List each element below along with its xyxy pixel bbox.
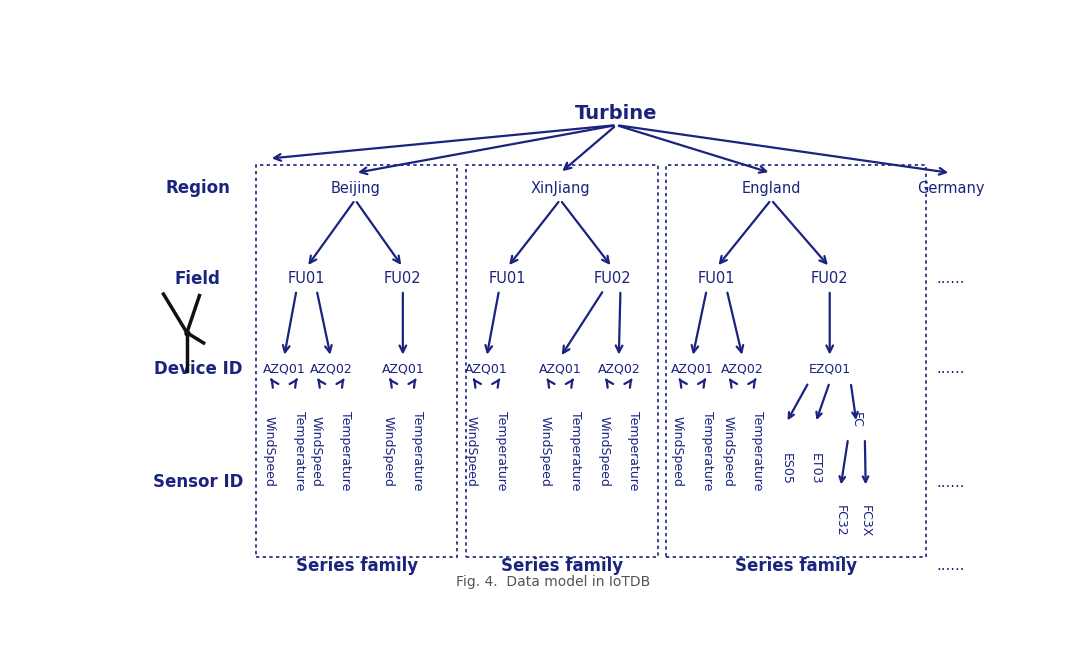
Text: FU01: FU01 — [698, 271, 735, 286]
Text: Temperature: Temperature — [293, 411, 306, 491]
Text: Temperature: Temperature — [627, 411, 640, 491]
Text: FU01: FU01 — [288, 271, 325, 286]
Text: Series family: Series family — [735, 557, 858, 575]
Text: Fig. 4.  Data model in IoTDB: Fig. 4. Data model in IoTDB — [457, 575, 650, 589]
Text: FC32: FC32 — [834, 505, 847, 537]
Text: Temperature: Temperature — [701, 411, 714, 491]
Text: ......: ...... — [936, 558, 966, 573]
Text: Turbine: Turbine — [575, 104, 658, 123]
Text: FC: FC — [850, 412, 863, 428]
Text: WindSpeed: WindSpeed — [597, 415, 610, 486]
Text: Series family: Series family — [501, 557, 623, 575]
Text: Device ID: Device ID — [153, 360, 242, 378]
Text: Sensor ID: Sensor ID — [152, 473, 243, 491]
Text: AZQ02: AZQ02 — [721, 362, 764, 375]
Text: WindSpeed: WindSpeed — [465, 415, 478, 486]
Text: EZQ01: EZQ01 — [809, 362, 851, 375]
Text: AZQ01: AZQ01 — [465, 362, 508, 375]
Text: Beijing: Beijing — [330, 181, 380, 196]
Text: England: England — [741, 181, 801, 196]
Text: WindSpeed: WindSpeed — [721, 415, 734, 486]
Text: Series family: Series family — [296, 557, 418, 575]
Text: XinJiang: XinJiang — [530, 181, 590, 196]
Text: Temperature: Temperature — [339, 411, 352, 491]
Text: ET03: ET03 — [809, 454, 822, 485]
Text: Temperature: Temperature — [752, 411, 765, 491]
Text: WindSpeed: WindSpeed — [381, 415, 394, 486]
Text: AZQ02: AZQ02 — [310, 362, 352, 375]
Text: WindSpeed: WindSpeed — [262, 415, 275, 486]
Text: ES05: ES05 — [780, 454, 793, 485]
Text: FU02: FU02 — [593, 271, 631, 286]
Text: ......: ...... — [936, 361, 966, 376]
Text: ......: ...... — [936, 271, 966, 286]
Text: FC3X: FC3X — [860, 504, 873, 537]
Text: AZQ01: AZQ01 — [539, 362, 581, 375]
Text: Region: Region — [165, 179, 230, 197]
Text: Temperature: Temperature — [495, 411, 508, 491]
Text: FU02: FU02 — [384, 271, 421, 286]
Text: WindSpeed: WindSpeed — [539, 415, 552, 486]
Text: ......: ...... — [936, 474, 966, 490]
Text: AZQ01: AZQ01 — [671, 362, 714, 375]
Text: FU02: FU02 — [811, 271, 849, 286]
Text: AZQ01: AZQ01 — [381, 362, 424, 375]
Text: AZQ01: AZQ01 — [262, 362, 306, 375]
Text: Germany: Germany — [917, 181, 985, 196]
Text: Field: Field — [175, 270, 220, 288]
Text: AZQ02: AZQ02 — [597, 362, 640, 375]
Text: WindSpeed: WindSpeed — [309, 415, 322, 486]
Text: Temperature: Temperature — [411, 411, 424, 491]
Text: FU01: FU01 — [489, 271, 526, 286]
Text: WindSpeed: WindSpeed — [671, 415, 684, 486]
Text: Temperature: Temperature — [569, 411, 582, 491]
